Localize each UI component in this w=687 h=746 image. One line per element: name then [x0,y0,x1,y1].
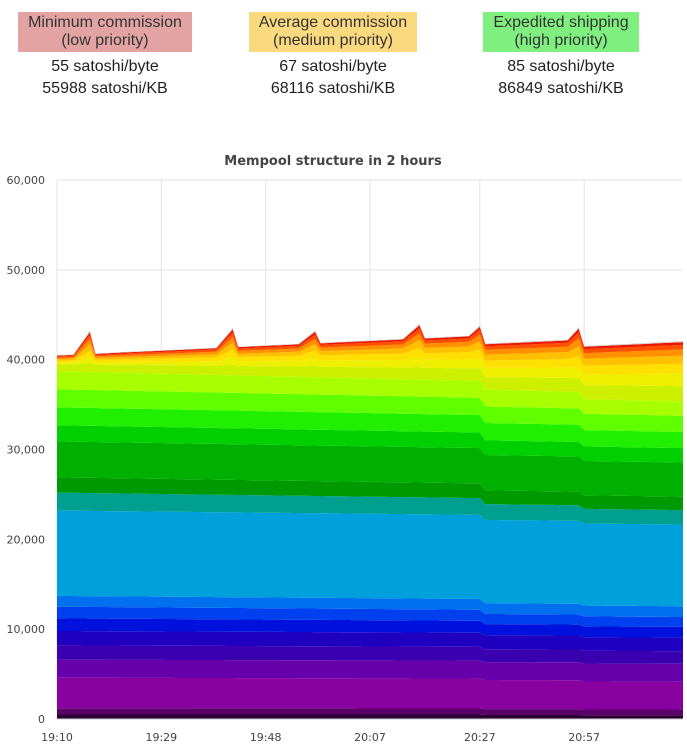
y-tick-label: 30,000 [7,444,46,457]
area-series-16 [57,371,683,416]
fee-avg-per-kb: 68116 satoshi/KB [270,80,396,97]
area-series-22 [57,328,683,358]
area-series-0 [57,714,683,719]
fee-fast-per-kb: 86849 satoshi/KB [498,80,624,97]
fee-min-per-byte: 55 satoshi/byte [51,58,159,75]
area-series-11 [57,477,683,511]
mempool-chart: Mempool structure in 2 hours 0 10,000 20,0… [7,154,683,744]
area-series-23 [57,325,683,357]
area-series-5 [57,630,683,652]
y-tick-label: 10,000 [7,623,46,636]
fee-avg-label: Average commission (medium priority) [248,12,418,52]
chart-title: Mempool structure in 2 hours [224,154,442,169]
area-series-2 [57,677,683,710]
y-tick-label: 50,000 [7,264,46,277]
x-tick-label: 20:27 [464,731,496,744]
fee-fast-column: Expedited shipping (high priority) 85 sa… [461,12,661,100]
fee-min-label-line2: (low priority) [61,32,149,49]
area-series-9 [57,510,683,607]
area-series-6 [57,618,683,638]
fee-fast-per-byte: 85 satoshi/byte [507,58,615,75]
x-tick-label: 19:10 [41,731,73,744]
area-series-10 [57,492,683,525]
y-tick-label: 40,000 [7,354,46,367]
fee-avg-label-line2: (medium priority) [272,32,393,49]
fee-min-label-line1: Minimum commission [28,14,182,31]
area-series-24 [57,323,683,356]
area-series-13 [57,425,683,463]
x-tick-label: 20:07 [354,731,386,744]
x-tick-label: 19:29 [145,731,177,744]
fee-avg-column: Average commission (medium priority) 67 … [233,12,433,100]
x-tick-label: 20:57 [568,731,600,744]
area-series-7 [57,606,683,627]
area-series-4 [57,645,683,664]
area-series-3 [57,659,683,682]
y-tick-label: 20,000 [7,533,46,546]
area-series-12 [57,441,683,497]
chart-axes: 0 10,000 20,000 30,000 40,000 50,000 60,000 19:… [7,174,683,744]
area-series-1 [57,708,683,716]
y-tick-label: 60,000 [7,174,46,187]
area-series-17 [57,363,683,402]
fee-avg-label-line1: Average commission [258,14,408,31]
area-series-20 [57,339,683,366]
area-series-19 [57,347,683,375]
area-series-15 [57,389,683,432]
fee-fast-label: Expedited shipping (high priority) [483,12,639,52]
area-series-18 [57,357,683,387]
area-series-14 [57,407,683,449]
chart-areas [57,323,683,719]
fee-min-column: Minimum commission (low priority) 55 sat… [5,12,205,100]
x-tick-label: 19:48 [250,731,282,744]
area-series-8 [57,595,683,618]
fee-min-label: Minimum commission (low priority) [18,12,192,52]
fee-fast-label-line1: Expedited shipping [493,14,629,31]
area-series-21 [57,333,683,360]
y-tick-label: 0 [38,713,45,726]
fee-min-per-kb: 55988 satoshi/KB [42,80,168,97]
fee-avg-per-byte: 67 satoshi/byte [279,58,387,75]
fee-fast-label-line2: (high priority) [514,32,608,49]
